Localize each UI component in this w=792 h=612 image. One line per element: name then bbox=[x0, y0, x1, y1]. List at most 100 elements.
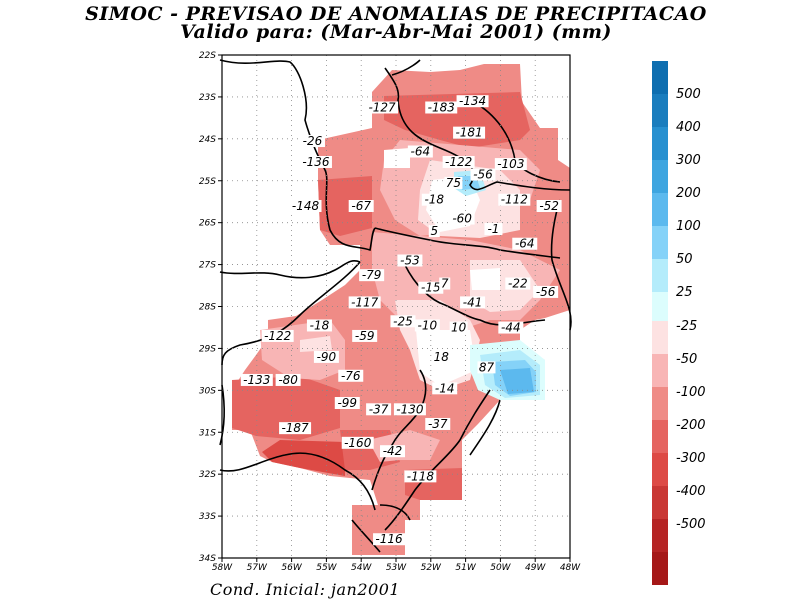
lat-tick-label: 31S bbox=[199, 428, 216, 438]
anomaly-patch bbox=[500, 368, 534, 394]
value-label: -160 bbox=[344, 436, 372, 450]
lon-tick-label: 49W bbox=[525, 563, 546, 573]
legend-label: -25 bbox=[676, 319, 697, 334]
value-label-bg bbox=[470, 168, 496, 181]
value-label-bg bbox=[449, 212, 475, 225]
lat-tick-label: 25S bbox=[199, 177, 216, 187]
border-line bbox=[219, 384, 225, 446]
anomaly-patch bbox=[384, 92, 530, 148]
legend-swatch bbox=[652, 226, 668, 259]
anomaly-patch bbox=[470, 268, 500, 290]
value-label-bg bbox=[456, 95, 489, 108]
map-border bbox=[221, 54, 571, 559]
value-label-bg bbox=[477, 361, 496, 374]
value-label-bg bbox=[352, 329, 378, 342]
lat-tick-label: 22S bbox=[199, 51, 216, 61]
value-label-bg bbox=[366, 403, 392, 416]
value-label: -187 bbox=[281, 421, 309, 435]
legend-label: -100 bbox=[676, 385, 706, 400]
value-label-bg bbox=[348, 199, 374, 212]
value-label-bg bbox=[348, 296, 381, 309]
value-label-bg bbox=[533, 285, 559, 298]
value-label-bg bbox=[425, 417, 451, 430]
lat-tick-label: 33S bbox=[199, 512, 216, 522]
value-label-bg bbox=[289, 199, 322, 212]
legend-label: -200 bbox=[676, 418, 706, 433]
legend-swatch bbox=[652, 453, 668, 486]
value-label-bg bbox=[421, 193, 447, 206]
legend-swatch bbox=[652, 486, 668, 519]
value-label-bg bbox=[341, 436, 374, 449]
value-label: -118 bbox=[407, 469, 435, 483]
value-label-bg bbox=[407, 145, 433, 158]
legend-label: 500 bbox=[676, 87, 701, 102]
value-label-bg bbox=[432, 350, 451, 363]
value-label: -134 bbox=[459, 94, 486, 108]
legend-label: 200 bbox=[676, 186, 701, 201]
value-label-bg bbox=[334, 397, 360, 410]
value-label: -37 bbox=[369, 402, 389, 416]
anomaly-patch bbox=[300, 336, 332, 352]
border-line bbox=[374, 227, 561, 259]
chart-subtitle: Valido para: (Mar-Abr-Mai 2001) (mm) bbox=[180, 21, 612, 43]
value-label: -117 bbox=[351, 295, 379, 309]
chart-title: SIMOC - PREVISAO DE ANOMALIAS DE PRECIPI… bbox=[85, 3, 707, 25]
lat-tick-label: 32S bbox=[199, 470, 216, 480]
lon-tick-label: 54W bbox=[351, 563, 372, 573]
lat-tick-label: 24S bbox=[199, 135, 216, 145]
value-label-bg bbox=[373, 533, 406, 546]
value-label-bg bbox=[414, 319, 440, 332]
value-label-bg bbox=[338, 369, 364, 382]
value-label: 10 bbox=[451, 321, 467, 335]
border-line bbox=[371, 369, 427, 491]
value-label: -15 bbox=[421, 281, 441, 295]
value-label-bg bbox=[313, 350, 339, 363]
lat-tick-label: 26S bbox=[199, 219, 216, 229]
value-label: 18 bbox=[434, 350, 450, 364]
value-label: 5 bbox=[430, 224, 438, 238]
value-label-bg bbox=[359, 269, 385, 282]
legend-label: 400 bbox=[676, 120, 701, 135]
value-label: -183 bbox=[428, 100, 455, 114]
value-label: -14 bbox=[435, 381, 455, 395]
lon-tick-label: 52W bbox=[421, 563, 442, 573]
border-line bbox=[219, 260, 361, 279]
value-label-bg bbox=[536, 199, 562, 212]
value-label-bg bbox=[306, 319, 332, 332]
legend-swatch bbox=[652, 259, 668, 292]
value-label-bg bbox=[299, 135, 325, 148]
lat-tick-label: 34S bbox=[199, 554, 216, 564]
value-label-bg bbox=[442, 155, 475, 168]
legend-swatch bbox=[652, 292, 668, 325]
border-line bbox=[219, 59, 376, 252]
value-label: -80 bbox=[278, 373, 298, 387]
value-label: -99 bbox=[337, 396, 357, 410]
lon-tick-label: 58W bbox=[212, 563, 233, 573]
legend-swatch bbox=[652, 127, 668, 160]
value-label-bg bbox=[498, 193, 531, 206]
value-label: -103 bbox=[497, 157, 524, 171]
value-label-bg bbox=[498, 321, 524, 334]
lon-tick-label: 55W bbox=[316, 563, 337, 573]
value-label: -133 bbox=[243, 373, 270, 387]
legend-label: -500 bbox=[676, 517, 706, 532]
lat-tick-label: 23S bbox=[199, 93, 216, 103]
value-label: -130 bbox=[396, 402, 424, 416]
value-label: -37 bbox=[428, 417, 448, 431]
legend-swatch bbox=[652, 387, 668, 420]
legend-swatch bbox=[652, 354, 668, 387]
value-label: -64 bbox=[411, 145, 431, 159]
value-label-bg bbox=[393, 403, 426, 416]
value-label-bg bbox=[261, 329, 294, 342]
value-label: -10 bbox=[418, 318, 438, 332]
value-label-bg bbox=[366, 101, 399, 114]
value-label-bg bbox=[397, 254, 423, 267]
value-label-bg bbox=[449, 321, 468, 334]
legend-label: -400 bbox=[676, 484, 706, 499]
value-label: -181 bbox=[455, 126, 482, 140]
value-label: -56 bbox=[536, 285, 556, 299]
value-label: -122 bbox=[445, 155, 472, 169]
value-label-bg bbox=[275, 373, 301, 386]
value-label: -112 bbox=[501, 193, 528, 207]
